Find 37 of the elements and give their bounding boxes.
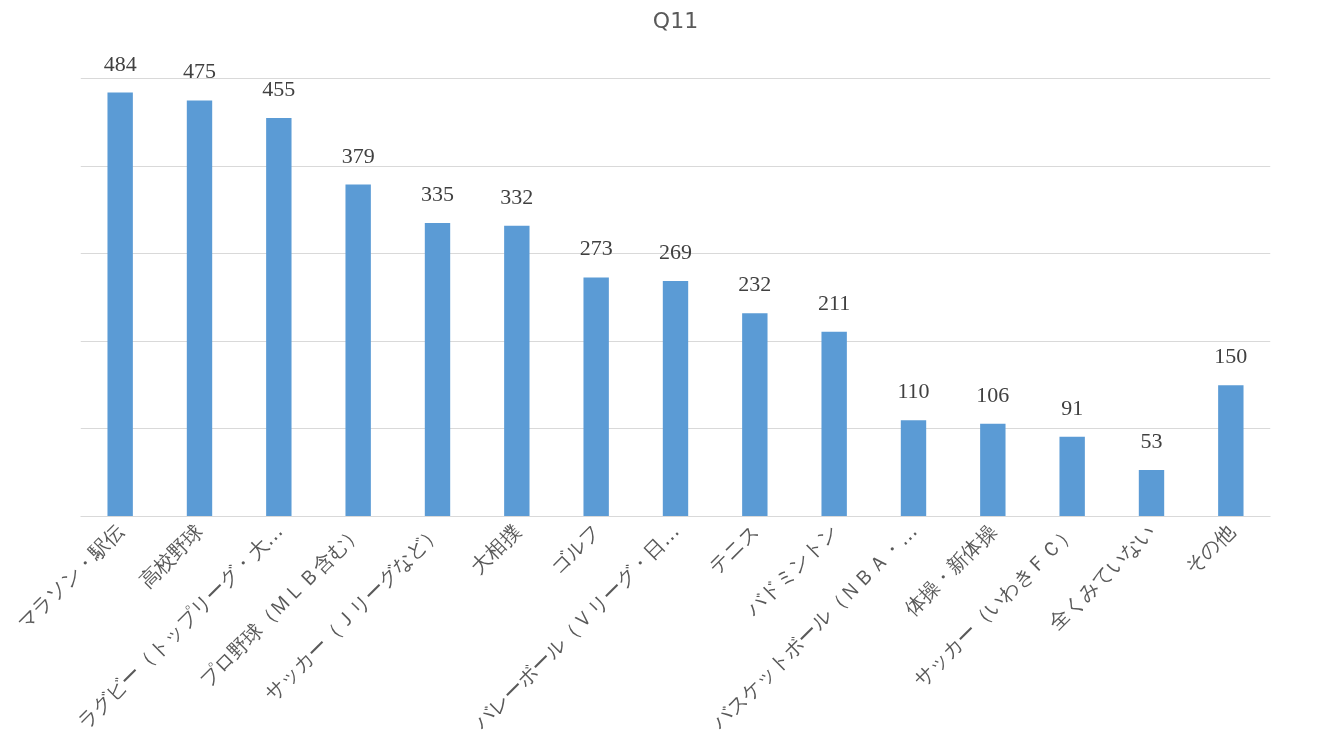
data-label: 475 <box>183 58 216 84</box>
x-tick-label: マラソン・駅伝 <box>12 519 129 635</box>
data-label: 211 <box>818 289 851 315</box>
data-label: 273 <box>579 235 613 261</box>
bar <box>583 277 609 517</box>
chart-title: Q11 <box>652 7 699 33</box>
data-label: 269 <box>659 238 692 264</box>
bar <box>742 313 768 517</box>
bar <box>107 92 133 517</box>
data-label: 232 <box>738 271 772 297</box>
bar <box>186 100 213 517</box>
bar <box>424 223 451 517</box>
x-tick-label: その他 <box>1179 519 1240 579</box>
x-tick-label: テニス <box>703 519 764 579</box>
data-label: 335 <box>421 181 454 207</box>
bar <box>980 423 1006 517</box>
bar <box>662 280 689 517</box>
data-label: 484 <box>103 50 137 76</box>
bar <box>1059 436 1085 517</box>
data-label: 332 <box>500 183 534 209</box>
data-label: 91 <box>1061 394 1084 420</box>
data-label: 150 <box>1214 343 1248 369</box>
x-tick-label: 高校野球 <box>134 519 208 593</box>
bar <box>266 118 292 517</box>
bar <box>1138 470 1165 517</box>
bar <box>821 331 847 517</box>
data-label: 379 <box>341 142 375 168</box>
bar <box>504 225 530 517</box>
x-tick-label: ゴルフ <box>545 519 605 579</box>
x-tick-label: 大相撲 <box>465 519 526 579</box>
bar <box>1218 385 1244 517</box>
data-label: 110 <box>897 378 930 404</box>
data-label: 455 <box>262 76 296 101</box>
bar <box>900 420 927 517</box>
data-label: 106 <box>976 381 1010 407</box>
data-label: 53 <box>1140 428 1163 454</box>
bar <box>345 184 371 517</box>
